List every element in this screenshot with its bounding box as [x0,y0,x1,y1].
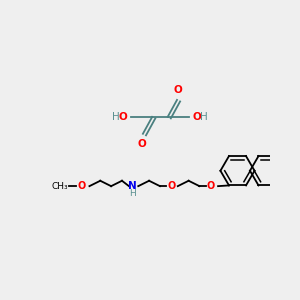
Text: O: O [207,181,215,191]
Text: O: O [119,112,128,122]
Text: O: O [167,181,176,191]
Text: O: O [173,85,182,94]
Text: O: O [138,139,146,149]
Text: H: H [130,189,136,198]
Text: H: H [200,112,208,122]
Text: H: H [112,112,120,122]
Text: CH₃: CH₃ [52,182,68,191]
Text: O: O [78,181,86,191]
Text: N: N [128,181,137,191]
Text: O: O [193,112,201,122]
